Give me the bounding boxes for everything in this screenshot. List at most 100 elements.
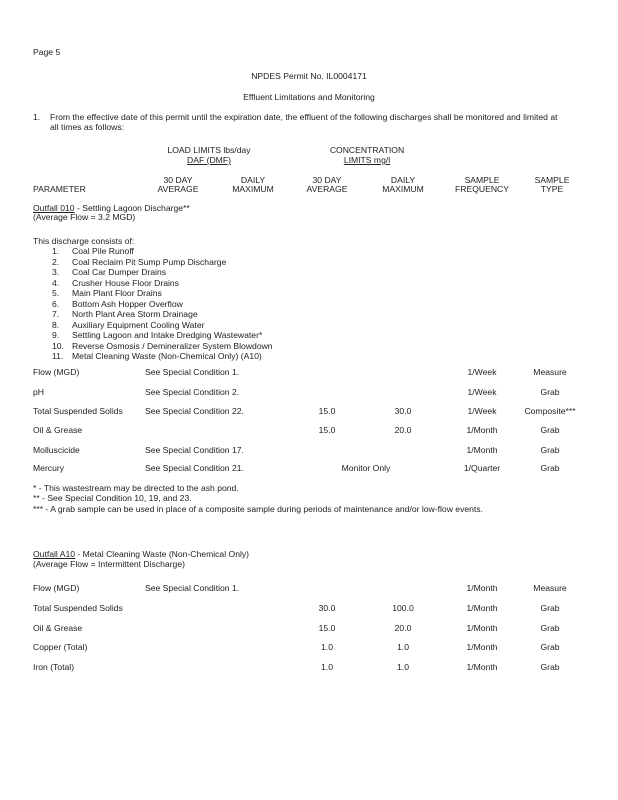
concentration-header: CONCENTRATION [329,145,405,155]
component-text: North Plant Area Storm Drainage [72,309,198,319]
outfall-a10-desc: - Metal Cleaning Waste (Non-Chemical Onl… [75,549,250,559]
limits-label: LIMITS [343,155,374,165]
col-freq-1: SAMPLE [464,175,500,185]
outfall-010-name: Outfall 010 [33,203,75,213]
row-parameter: Oil & Grease [33,623,83,633]
row-parameter: Total Suspended Solids [33,603,123,613]
component-number: 4. [52,277,60,288]
row-special-condition: See Special Condition 1. [145,367,240,377]
row-parameter: Flow (MGD) [33,367,80,377]
row-sample-type: Grab [540,662,560,672]
row-monitor-only: Monitor Only [341,463,391,473]
outfall-a10-avg-flow: (Average Flow = Intermittent Discharge) [33,559,185,569]
row-sample-frequency: 1/Month [466,603,498,613]
row-parameter: Total Suspended Solids [33,406,123,416]
consists-label: This discharge consists of: [33,236,135,246]
component-number: 5. [52,288,60,298]
row-conc-30day-avg: 15.0 [318,425,336,435]
col-conc-max-1: DAILY [390,175,416,185]
component-number: 1. [52,246,60,256]
row-sample-type: Grab [540,642,560,652]
row-conc-daily-max: 1.0 [397,662,409,672]
row-conc-30day-avg: 30.0 [318,603,336,613]
component-text: Coal Pile Runoff [72,246,134,256]
component-number: 7. [52,309,60,319]
page-label: Page 5 [33,47,61,57]
footnote-2: ** - See Special Condition 10, 19, and 2… [33,493,192,503]
row-conc-30day-avg: 1.0 [321,662,333,672]
col-freq-2: FREQUENCY [455,184,509,194]
component-text: Settling Lagoon and Intake Dredging Wast… [72,330,263,340]
intro-line-1: From the effective date of this permit u… [50,112,558,122]
row-parameter: Mercury [33,463,65,473]
outfall-010-desc: - Settling Lagoon Discharge** [74,203,190,213]
component-text: Metal Cleaning Waste (Non-Chemical Only)… [72,351,262,361]
row-sample-type: Grab [540,425,560,435]
col-type-1: SAMPLE [534,175,570,185]
component-text: Coal Car Dumper Drains [72,267,167,277]
row-conc-30day-avg: 15.0 [318,406,336,416]
col-conc-avg-2: AVERAGE [306,184,348,194]
component-text: Reverse Osmosis / Demineralizer System B… [72,340,273,351]
component-number: 6. [52,298,60,309]
row-sample-frequency: 1/Month [466,623,498,633]
row-special-condition: See Special Condition 22. [145,406,244,416]
outfall-a10-name: Outfall A10 [33,549,76,559]
component-number: 11. [52,351,64,361]
row-sample-type: Grab [540,445,560,455]
row-sample-frequency: 1/Month [466,445,498,455]
footnote-3: *** - A grab sample can be used in place… [33,504,483,514]
row-sample-type: Grab [540,603,560,613]
component-text: Coal Reclaim Pit Sump Pump Discharge [72,256,227,267]
row-conc-30day-avg: 1.0 [321,642,333,652]
row-sample-frequency: 1/Week [467,387,497,397]
component-text: Main Plant Floor Drains [72,288,162,298]
load-limits-header: LOAD LIMITS lbs/day [167,145,251,155]
component-text: Bottom Ash Hopper Overflow [72,298,183,309]
component-text: Crusher House Floor Drains [72,277,179,288]
permit-title: NPDES Permit No. IL0004171 [251,71,367,81]
row-conc-daily-max: 30.0 [394,406,412,416]
concentration-unit: LIMITS mg/l [344,155,390,165]
row-sample-type: Measure [533,583,567,593]
row-sample-frequency: 1/Week [467,406,497,416]
row-parameter: Molluscicide [33,445,80,455]
col-load-avg-2: AVERAGE [157,184,199,194]
outfall-a10-title: Outfall A10 - Metal Cleaning Waste (Non-… [33,549,249,559]
row-sample-frequency: 1/Quarter [463,463,501,473]
row-parameter: Oil & Grease [33,425,83,435]
mgl-label: mg/l [373,155,391,165]
row-sample-frequency: 1/Month [466,425,498,435]
row-sample-type: Measure [533,367,567,377]
col-load-avg-1: 30 DAY [163,175,193,185]
row-special-condition: See Special Condition 21. [145,463,244,473]
row-parameter: Flow (MGD) [33,583,80,593]
row-parameter: Iron (Total) [33,662,75,672]
component-number: 10. [52,340,64,351]
col-parameter: PARAMETER [33,184,86,194]
row-sample-frequency: 1/Month [466,662,498,672]
component-number: 3. [52,267,60,277]
footnote-1: * - This wastestream may be directed to … [33,483,239,493]
load-limits-unit: DAF (DMF) [187,155,231,165]
intro-number: 1. [33,112,41,122]
row-conc-daily-max: 20.0 [394,425,412,435]
outfall-010-title: Outfall 010 - Settling Lagoon Discharge*… [33,203,190,213]
col-load-max-2: MAXIMUM [232,184,274,194]
row-special-condition: See Special Condition 17. [145,445,244,455]
intro-line-2: all times as follows: [50,122,125,132]
col-type-2: TYPE [540,184,564,194]
row-sample-type: Grab [540,387,560,397]
row-special-condition: See Special Condition 2. [145,387,240,397]
component-text: Auxiliary Equipment Cooling Water [72,319,205,330]
component-number: 2. [52,256,60,267]
row-sample-frequency: 1/Month [466,583,498,593]
row-sample-type: Grab [540,623,560,633]
col-conc-avg-1: 30 DAY [312,175,342,185]
row-parameter: Copper (Total) [33,642,88,652]
row-sample-frequency: 1/Week [467,367,497,377]
row-conc-30day-avg: 15.0 [318,623,336,633]
row-conc-daily-max: 1.0 [397,642,409,652]
outfall-010-avg-flow: (Average Flow = 3.2 MGD) [33,212,136,222]
col-conc-max-2: MAXIMUM [382,184,424,194]
